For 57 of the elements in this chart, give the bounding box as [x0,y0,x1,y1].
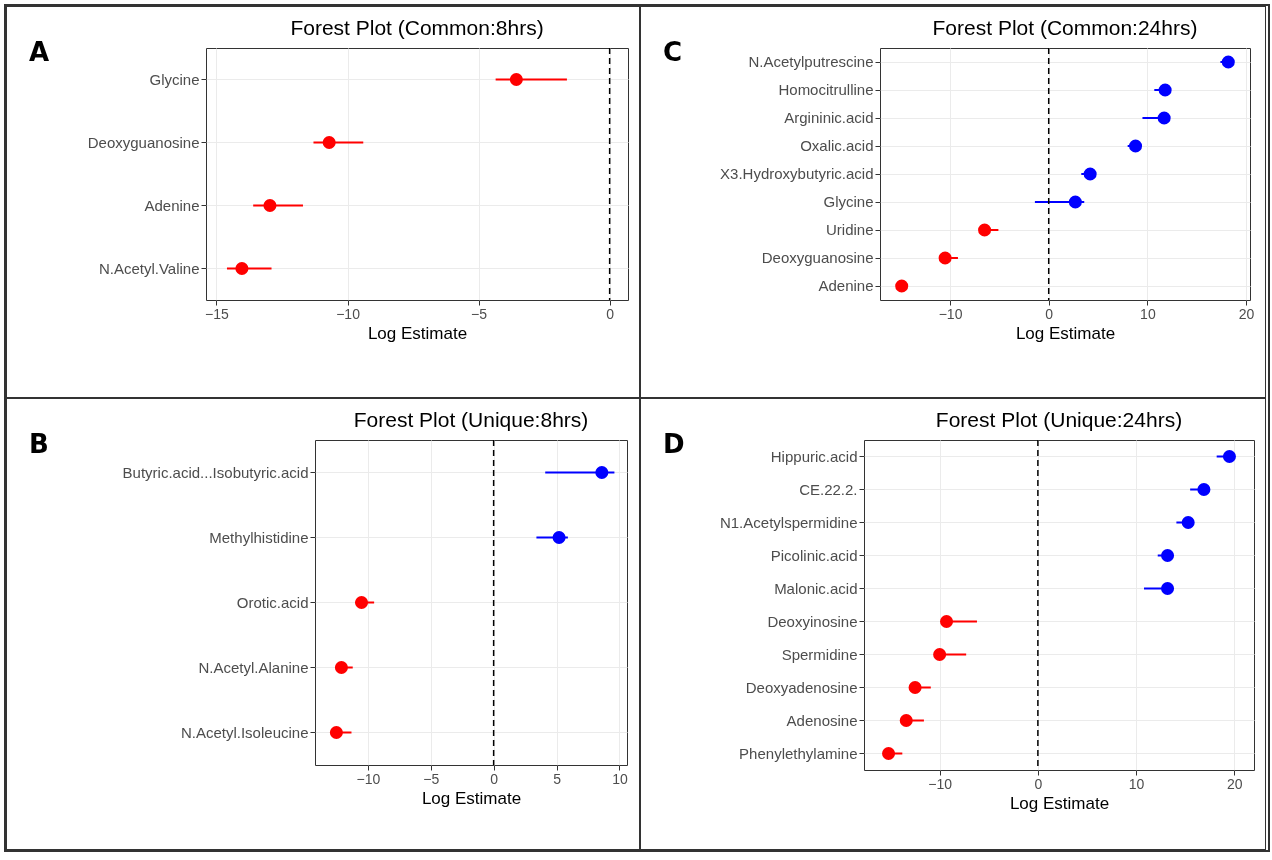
y-tick-label: N.Acetyl.Alanine [198,658,309,676]
y-tick-label: Argininic.acid [784,109,874,126]
x-tick-label: −10 [336,305,361,322]
y-tick-label: N1.Acetylspermidine [719,513,858,531]
y-tick-label: Adenine [818,277,874,294]
x-tick-label: 0 [1045,305,1054,322]
x-axis-title: Log Estimate [367,323,468,343]
y-tick-label: Butyric.acid...Isobutyric.acid [122,463,309,481]
y-tick-label: Oxalic.acid [800,137,874,154]
x-tick-label: −10 [938,305,963,322]
x-tick-label: −10 [356,770,381,787]
y-tick-label: Adenine [144,196,200,214]
x-tick-label: 0 [606,305,615,322]
chart-title: Forest Plot (Common:8hrs) [290,16,544,40]
y-tick-label: Orotic.acid [236,593,309,611]
text: D [663,429,685,459]
x-tick-label: 10 [612,770,628,787]
y-tick-label: Methylhistidine [209,528,309,546]
y-tick-label: N.Acetyl.Valine [98,259,200,277]
y-tick-label: N.Acetylputrescine [748,53,874,70]
y-tick-label: Hippuric.acid [770,447,858,465]
y-tick-label: Deoxyguanosine [87,133,200,151]
x-axis-title: Log Estimate [1009,793,1110,813]
text: C [663,37,683,67]
x-tick-label: 10 [1128,775,1145,792]
x-tick-label: 20 [1238,305,1255,322]
text: B [29,429,49,459]
chart-title: Forest Plot (Unique:8hrs) [353,408,589,432]
x-tick-label: −10 [928,775,953,792]
y-tick-label: CE.22.2. [799,480,858,498]
chart-title: Forest Plot (Common:24hrs) [932,16,1198,40]
y-tick-label: X3.Hydroxybutyric.acid [720,165,874,182]
y-tick-label: Spermidine [781,645,858,663]
x-tick-label: −15 [205,305,230,322]
y-tick-label: Picolinic.acid [770,546,858,564]
y-tick-label: Glycine [149,70,200,88]
y-tick-label: Deoxyguanosine [761,249,874,266]
y-tick-label: Glycine [823,193,874,210]
x-tick-label: −5 [471,305,488,322]
x-tick-label: 0 [490,770,499,787]
y-tick-label: Malonic.acid [774,579,858,597]
y-tick-label: Phenylethylamine [739,744,858,762]
text: A [29,37,50,67]
y-tick-label: Homocitrulline [778,81,874,98]
x-tick-label: −5 [423,770,440,787]
y-tick-label: Uridine [825,221,874,238]
y-tick-label: Deoxyinosine [767,612,858,630]
y-tick-label: N.Acetyl.Isoleucine [180,723,309,741]
x-tick-label: 5 [553,770,562,787]
x-axis-title: Log Estimate [1015,323,1116,343]
x-tick-label: 20 [1227,775,1243,792]
x-axis-title: Log Estimate [421,788,522,808]
x-tick-label: 0 [1034,775,1043,792]
y-tick-label: Deoxyadenosine [745,678,858,696]
chart-title: Forest Plot (Unique:24hrs) [935,408,1183,432]
y-tick-label: Adenosine [786,711,858,729]
x-tick-label: 10 [1140,305,1156,322]
